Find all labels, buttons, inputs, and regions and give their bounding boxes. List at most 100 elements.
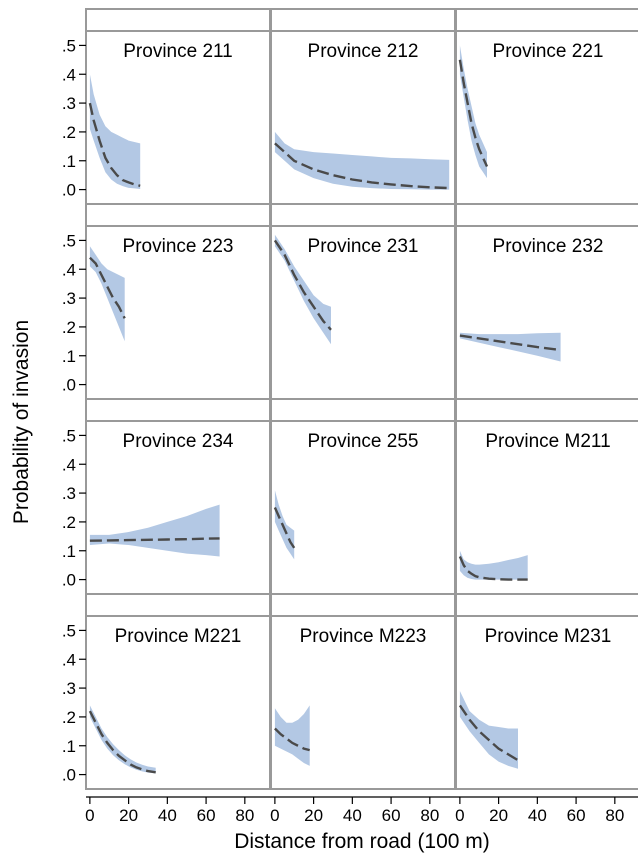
panel-frame xyxy=(85,420,271,595)
panel: Province 223 xyxy=(85,203,271,400)
panel: Province M223 xyxy=(270,593,456,790)
fitted-line xyxy=(89,537,220,542)
panel: Province 221 xyxy=(455,8,638,205)
panel-strip xyxy=(455,8,638,32)
fitted-line xyxy=(88,102,141,187)
panels-layer: Province 211 Province 212 Province 221 Prov… xyxy=(85,8,638,790)
panel-frame xyxy=(455,615,638,790)
panel-title: Province 223 xyxy=(123,236,234,257)
confidence-band xyxy=(274,705,310,766)
x-tick-label: 80 xyxy=(605,806,624,825)
panel: Province 234 xyxy=(85,398,271,595)
panel: Province 211 xyxy=(85,8,271,205)
fitted-line xyxy=(273,239,332,331)
panel-strip xyxy=(85,203,271,227)
y-tick-label: .5 xyxy=(62,36,76,55)
panel-strip xyxy=(85,8,271,32)
fitted-line xyxy=(458,556,528,581)
x-tick-label: 40 xyxy=(343,806,362,825)
panel: Province 212 xyxy=(270,8,456,205)
panel-title: Province 212 xyxy=(308,41,419,62)
panel-title: Province M211 xyxy=(485,431,610,452)
confidence-band xyxy=(274,131,450,190)
y-tick-label: .2 xyxy=(62,513,76,532)
panel-strip xyxy=(270,593,456,617)
fitted-line xyxy=(458,59,489,167)
y-tick-label: .1 xyxy=(62,347,76,366)
y-tick-label: .1 xyxy=(62,152,76,171)
fitted-line xyxy=(274,142,450,190)
fitted-line xyxy=(89,256,126,319)
y-tick-label: .1 xyxy=(62,542,76,561)
x-tick-label: 40 xyxy=(528,806,547,825)
y-axis-label: Probability of invasion xyxy=(10,320,33,524)
y-tick-label: .4 xyxy=(62,260,76,279)
fitted-line xyxy=(458,704,519,762)
x-tick-label: 60 xyxy=(197,806,216,825)
x-axis-label: Distance from road (100 m) xyxy=(234,830,490,853)
y-tick-label: .3 xyxy=(62,289,76,308)
x-tick-label: 0 xyxy=(85,806,94,825)
x-tick-label: 0 xyxy=(455,806,464,825)
panel: Province 231 xyxy=(270,203,456,400)
x-tick-label: 60 xyxy=(382,806,401,825)
x-tick-label: 20 xyxy=(304,806,323,825)
panel-strip xyxy=(455,593,638,617)
fitted-line xyxy=(88,710,156,774)
panel: Province 255 xyxy=(270,398,456,595)
panel: Province 232 xyxy=(455,203,638,400)
y-tick-label: .0 xyxy=(62,181,76,200)
panel-title: Province 234 xyxy=(123,431,234,452)
x-tick-label: 20 xyxy=(119,806,138,825)
panel-title: Province 211 xyxy=(123,41,233,62)
y-tick-label: .5 xyxy=(62,231,76,250)
x-tick-label: 0 xyxy=(270,806,279,825)
fitted-line xyxy=(274,727,311,752)
panel-title: Province 221 xyxy=(493,41,604,62)
y-axis: .0 .1 .2 .3 .4 .5 .0 .1 .2 .3 .4 .5 .0 .1 .2 .3 .4 .5 .0 .1… xyxy=(62,36,86,785)
panel-strip xyxy=(85,398,271,422)
y-tick-label: .3 xyxy=(62,679,76,698)
x-tick-label: 60 xyxy=(567,806,586,825)
panel-title: Province 231 xyxy=(308,236,419,257)
panel-frame xyxy=(270,225,456,400)
x-tick-label: 20 xyxy=(489,806,508,825)
y-tick-label: .3 xyxy=(62,94,76,113)
panel-strip xyxy=(85,593,271,617)
panel: Province M221 xyxy=(85,593,271,790)
panel-strip xyxy=(455,203,638,227)
panel-title: Province M221 xyxy=(115,626,242,647)
x-tick-label: 80 xyxy=(235,806,254,825)
confidence-band xyxy=(89,74,141,189)
y-tick-label: .0 xyxy=(62,376,76,395)
y-tick-label: .4 xyxy=(62,455,76,474)
y-tick-label: .4 xyxy=(62,650,76,669)
y-tick-label: .4 xyxy=(62,65,76,84)
x-tick-label: 40 xyxy=(158,806,177,825)
x-axis: 0 20 40 60 80 0 20 40 60 80 0 20 40 60 80 xyxy=(85,796,638,825)
y-tick-label: .0 xyxy=(62,571,76,590)
panel-title: Province M223 xyxy=(300,626,427,647)
panel-title: Province 255 xyxy=(308,431,419,452)
fitted-line xyxy=(273,507,296,549)
y-tick-label: .5 xyxy=(62,426,76,445)
y-tick-label: .2 xyxy=(62,318,76,337)
y-tick-label: .5 xyxy=(62,621,76,640)
confidence-band xyxy=(459,550,528,580)
panel-title: Province M231 xyxy=(485,626,612,647)
confidence-band xyxy=(89,504,220,557)
panel-title: Province 232 xyxy=(493,236,604,257)
panel-strip xyxy=(270,203,456,227)
confidence-band xyxy=(89,246,125,342)
y-tick-label: .2 xyxy=(62,123,76,142)
confidence-band xyxy=(459,45,487,179)
panel-strip xyxy=(455,398,638,422)
panel: Province M231 xyxy=(455,593,638,790)
panel: Province M211 xyxy=(455,398,638,595)
confidence-band xyxy=(459,691,518,769)
x-tick-label: 80 xyxy=(420,806,439,825)
panel-strip xyxy=(270,398,456,422)
y-tick-label: .2 xyxy=(62,708,76,727)
y-tick-label: .1 xyxy=(62,737,76,756)
y-tick-label: .3 xyxy=(62,484,76,503)
